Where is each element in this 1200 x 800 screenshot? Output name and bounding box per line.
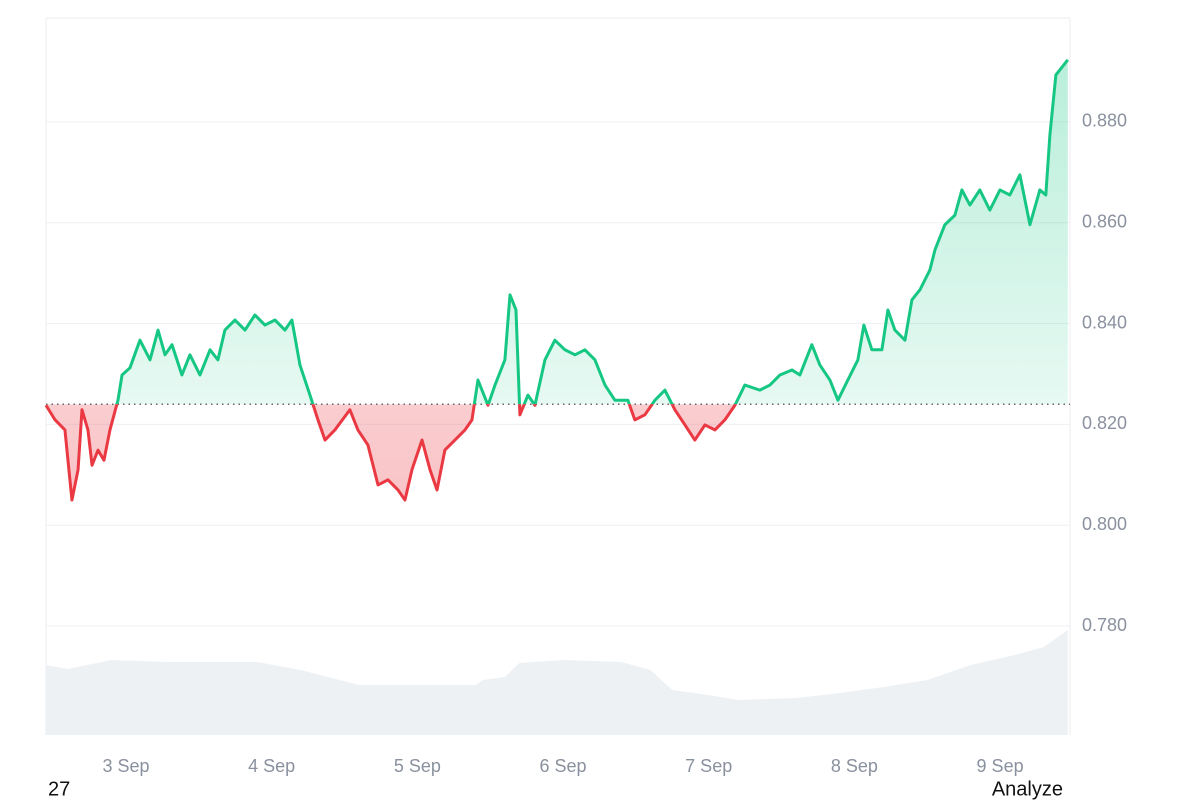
price-line-down — [44, 404, 738, 502]
area-up — [46, 59, 1068, 405]
x-tick-label: 5 Sep — [394, 756, 441, 776]
x-tick-label: 9 Sep — [977, 756, 1024, 776]
x-tick-label: 8 Sep — [831, 756, 878, 776]
x-tick-label: 7 Sep — [685, 756, 732, 776]
y-tick-label: 0.840 — [1082, 312, 1127, 332]
y-tick-label: 0.820 — [1082, 413, 1127, 433]
x-tick-label: 6 Sep — [540, 756, 587, 776]
x-tick-label: 4 Sep — [248, 756, 295, 776]
volume-area — [46, 630, 1068, 735]
area-down — [46, 404, 736, 501]
y-tick-label: 0.800 — [1082, 514, 1127, 534]
x-tick-label: 3 Sep — [102, 756, 149, 776]
footer-left: 27 — [48, 778, 70, 800]
y-tick-label: 0.780 — [1082, 615, 1127, 635]
footer-right[interactable]: Analyze — [992, 778, 1063, 800]
y-tick-label: 0.860 — [1082, 211, 1127, 231]
price-line-up — [115, 58, 1069, 405]
y-tick-label: 0.880 — [1082, 111, 1127, 131]
